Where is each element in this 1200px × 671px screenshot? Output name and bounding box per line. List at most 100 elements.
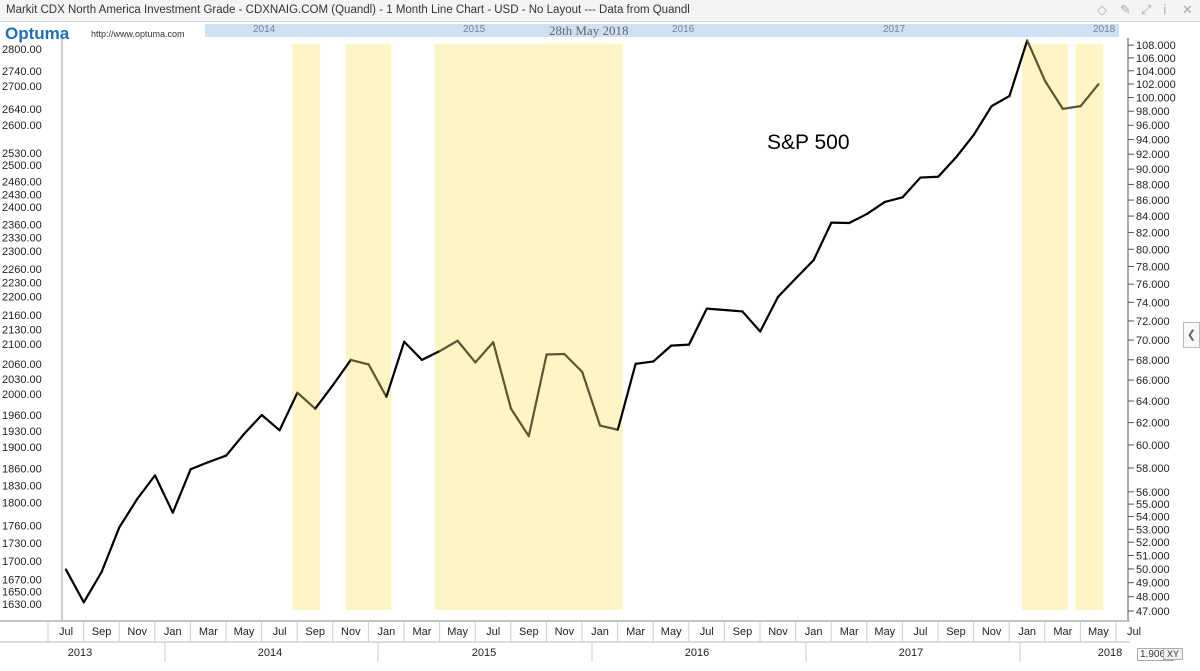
pin-icon[interactable]: ✎ xyxy=(1120,2,1131,17)
sp500-line-segment xyxy=(759,295,780,333)
sp500-line-segment xyxy=(385,340,406,398)
left-axis-tick-label: 2640.00 xyxy=(2,104,42,116)
sp500-line-segment xyxy=(331,358,352,387)
month-tick-label: Sep xyxy=(946,626,966,638)
sp500-line-segment xyxy=(1079,83,1100,108)
right-axis-tick-label: 50.000 xyxy=(1136,564,1170,576)
left-axis-tick-label: 2740.00 xyxy=(2,66,42,78)
month-tick-label: Sep xyxy=(519,626,539,638)
left-axis-tick-label: 2060.00 xyxy=(2,359,42,371)
info-icon[interactable]: ⅰ xyxy=(1163,2,1167,17)
left-axis-tick-label: 1670.00 xyxy=(2,574,42,586)
sp500-line-segment xyxy=(225,432,246,457)
data-point xyxy=(332,384,334,386)
right-axis-tick-label: 60.000 xyxy=(1136,440,1170,452)
chart-icon[interactable]: ⤢ xyxy=(1141,2,1152,17)
highlight-band xyxy=(345,44,392,610)
data-point xyxy=(670,344,672,347)
right-axis-tick-label: 106.000 xyxy=(1136,53,1176,65)
right-axis-tick-label: 62.000 xyxy=(1136,418,1170,430)
expand-panel-icon[interactable]: ❮ xyxy=(1183,322,1200,348)
month-tick-label: Sep xyxy=(92,626,112,638)
right-axis-tick-label: 70.000 xyxy=(1136,335,1170,347)
data-point xyxy=(421,359,423,361)
highlight-band xyxy=(1075,44,1104,610)
sp500-line-segment xyxy=(260,413,281,432)
sp500-line-segment xyxy=(901,176,922,199)
left-axis-tick-label: 2260.00 xyxy=(2,264,42,276)
data-point xyxy=(830,221,833,224)
left-axis-tick-label: 2160.00 xyxy=(2,310,42,322)
sp500-line-segment xyxy=(919,175,940,179)
right-axis-tick-label: 58.000 xyxy=(1136,463,1170,475)
navigator-year-label: 2018 xyxy=(1093,24,1116,35)
month-tick-label: Jul xyxy=(700,626,714,638)
data-point xyxy=(741,310,744,313)
sp500-line-segment xyxy=(100,526,121,574)
highlight-band xyxy=(434,44,623,610)
sp500-line-segment xyxy=(1026,39,1047,82)
data-point xyxy=(688,343,690,346)
left-axis-tick-label: 2800.00 xyxy=(2,44,42,56)
left-axis-tick-label: 1830.00 xyxy=(2,480,42,492)
month-tick-label: Sep xyxy=(733,626,753,638)
data-point xyxy=(367,363,370,366)
left-axis-tick-label: 2400.00 xyxy=(2,202,42,214)
left-axis-tick-label: 1650.00 xyxy=(2,587,42,599)
month-tick-label: Mar xyxy=(626,626,645,638)
data-point xyxy=(617,428,619,431)
right-axis-tick-label: 92.000 xyxy=(1136,149,1170,161)
date-navigator-strip[interactable]: 2014 2015 28th May 2018 2016 2017 xyxy=(205,23,1119,38)
data-point xyxy=(581,371,583,373)
left-axis-tick-label: 2000.00 xyxy=(2,389,42,401)
chart-title: S&P 500 xyxy=(767,131,850,154)
left-axis-tick-label: 2360.00 xyxy=(2,219,42,231)
right-axis-tick-label: 90.000 xyxy=(1136,164,1170,176)
diamond-icon[interactable]: ◇ xyxy=(1097,2,1107,17)
data-point xyxy=(474,361,477,364)
data-point xyxy=(492,341,495,344)
right-axis-tick-label: 49.000 xyxy=(1136,578,1170,590)
xy-toggle-button[interactable]: XY xyxy=(1163,648,1184,660)
sp500-line-segment xyxy=(153,474,174,514)
data-point xyxy=(154,474,156,477)
right-axis-tick-label: 55.000 xyxy=(1136,499,1170,511)
left-axis-tick-label: 2700.00 xyxy=(2,81,42,93)
data-point xyxy=(83,601,85,604)
month-tick-label: May xyxy=(447,626,468,638)
month-tick-label: Mar xyxy=(413,626,432,638)
sp500-line-segment xyxy=(242,413,263,436)
month-tick-label: Jan xyxy=(378,626,396,638)
close-icon[interactable]: ✕ xyxy=(1182,2,1193,17)
data-point xyxy=(350,359,352,361)
month-tick-label: May xyxy=(234,626,255,638)
right-axis-tick-label: 96.000 xyxy=(1136,120,1170,132)
sp500-line-segment xyxy=(652,344,673,363)
highlight-band xyxy=(1022,44,1068,610)
sp500-line-segment xyxy=(723,308,744,313)
sp500-line-segment xyxy=(136,474,157,501)
sp500-line-segment xyxy=(349,358,370,366)
right-axis-tick-label: 64.000 xyxy=(1136,396,1170,408)
left-axis-tick-label: 1900.00 xyxy=(2,442,42,454)
sp500-line-segment xyxy=(865,200,886,216)
navigator-year-label: 2017 xyxy=(883,24,906,35)
month-tick-label: Jul xyxy=(486,626,500,638)
sp500-line-segment xyxy=(705,307,726,312)
data-point xyxy=(403,340,406,343)
data-point xyxy=(314,407,317,410)
navigator-date-label: 28th May 2018 xyxy=(549,23,629,38)
data-point xyxy=(973,134,975,136)
left-axis-tick-label: 1860.00 xyxy=(2,464,42,476)
data-point xyxy=(723,309,726,311)
month-tick-label: Jul xyxy=(59,626,73,638)
window-title: Markit CDX North America Investment Grad… xyxy=(6,4,690,16)
sp500-line-segment xyxy=(438,339,459,353)
left-axis-tick-label: 2300.00 xyxy=(2,246,42,258)
month-tick-label: Nov xyxy=(127,626,147,638)
sp500-line-segment xyxy=(367,363,388,398)
month-tick-label: Jan xyxy=(805,626,823,638)
data-point xyxy=(795,277,797,280)
year-tick-label: 2015 xyxy=(472,647,496,659)
month-tick-label: May xyxy=(874,626,895,638)
